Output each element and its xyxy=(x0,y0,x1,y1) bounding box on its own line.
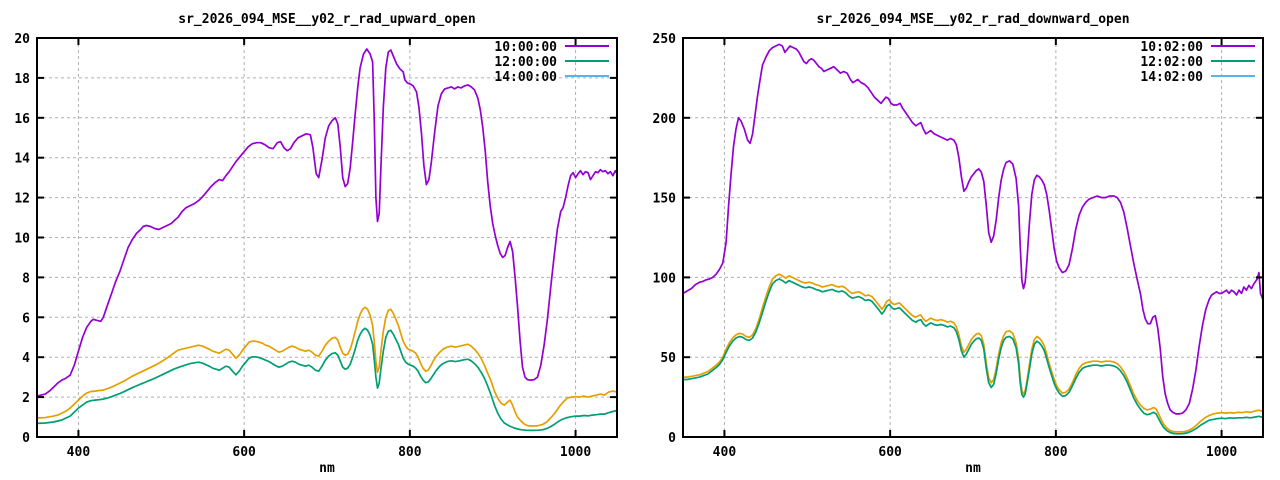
y-tick-label: 16 xyxy=(14,112,30,127)
y-tick-label: 200 xyxy=(653,112,677,127)
y-tick-label: 8 xyxy=(22,271,30,286)
left-chart: 400 600 800 1000 0 2 4 6 8 10 12 14 16 18 20 10:00:0012… xyxy=(14,32,618,460)
legend-label: 14:02:00 xyxy=(1140,70,1203,85)
series-line-1 xyxy=(36,327,618,432)
right-chart-xlabel: nm xyxy=(965,461,981,476)
series-line-2 xyxy=(682,43,1264,415)
y-tick-label: 6 xyxy=(22,311,30,326)
y-tick-label: 50 xyxy=(660,351,676,366)
x-tick-label: 600 xyxy=(878,445,902,460)
y-tick-label: 18 xyxy=(14,72,30,87)
y-tick-label: 0 xyxy=(668,431,676,446)
y-tick-label: 14 xyxy=(14,152,30,167)
series-line-1 xyxy=(682,278,1264,435)
x-tick-label: 400 xyxy=(67,445,91,460)
left-chart-title: sr_2026_094_MSE__y02_r_rad_upward_open xyxy=(178,12,476,27)
plot-border xyxy=(682,37,1264,438)
x-tick-label: 800 xyxy=(398,445,422,460)
x-tick-label: 1000 xyxy=(560,445,591,460)
series-line-0 xyxy=(36,306,618,427)
y-tick-label: 20 xyxy=(14,32,30,47)
y-tick-label: 10 xyxy=(14,232,30,247)
y-tick-label: 4 xyxy=(22,351,30,366)
x-tick-label: 600 xyxy=(232,445,256,460)
legend-label: 12:02:00 xyxy=(1140,55,1203,70)
y-tick-label: 250 xyxy=(653,32,677,47)
y-tick-label: 0 xyxy=(22,431,30,446)
y-tick-label: 150 xyxy=(653,192,677,207)
right-chart: 400 600 800 1000 0 50 100 150 200 250 10:02:0012:0… xyxy=(653,32,1264,460)
x-tick-label: 400 xyxy=(713,445,737,460)
legend-label: 10:00:00 xyxy=(494,40,557,55)
series-line-2 xyxy=(36,48,618,397)
right-chart-title: sr_2026_094_MSE__y02_r_rad_downward_open xyxy=(816,12,1130,27)
legend-label: 14:00:00 xyxy=(494,70,557,85)
y-tick-label: 12 xyxy=(14,192,30,207)
series-line-0 xyxy=(682,273,1264,433)
x-tick-label: 1000 xyxy=(1206,445,1237,460)
y-tick-label: 100 xyxy=(653,271,677,286)
left-chart-xlabel: nm xyxy=(319,461,335,476)
y-tick-label: 2 xyxy=(22,391,30,406)
legend-label: 10:02:00 xyxy=(1140,40,1203,55)
x-tick-label: 800 xyxy=(1044,445,1068,460)
legend-label: 12:00:00 xyxy=(494,55,557,70)
